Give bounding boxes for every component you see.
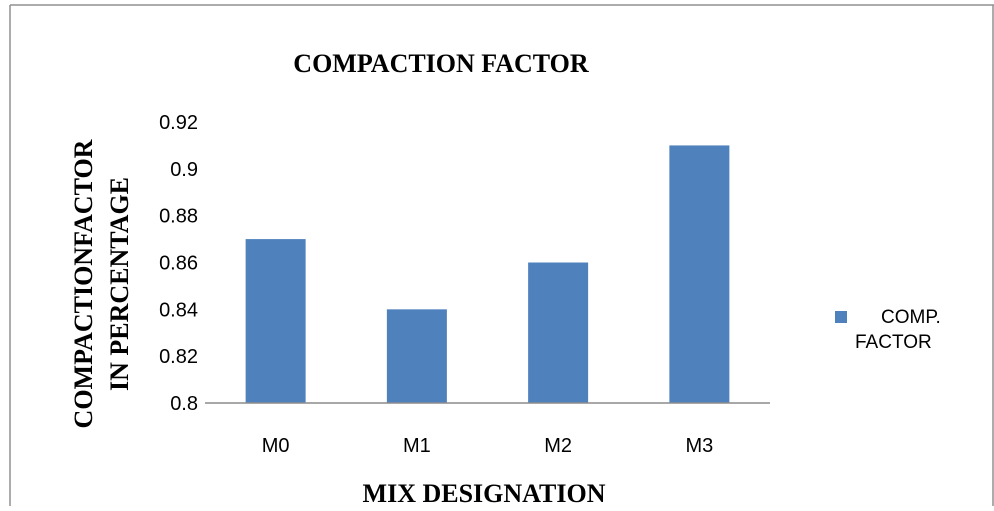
x-tick-label: M1 <box>403 435 431 457</box>
y-tick-label: 0.88 <box>159 206 198 228</box>
x-tick-label: M2 <box>544 435 572 457</box>
y-tick-label: 0.8 <box>170 393 198 415</box>
legend: COMP. FACTOR <box>835 307 941 353</box>
bar-m2 <box>528 262 589 403</box>
x-tick-label: M3 <box>685 435 713 457</box>
y-tick-label: 0.92 <box>159 112 198 134</box>
y-tick-label: 0.82 <box>159 346 198 368</box>
bar-m1 <box>386 309 447 403</box>
legend-swatch <box>835 311 847 323</box>
x-axis-ticks: M0 M1 M2 M3 <box>262 435 714 457</box>
chart-title: COMPACTION FACTOR <box>293 49 589 78</box>
bar-m3 <box>669 145 730 403</box>
bars-group <box>245 145 730 403</box>
y-tick-label: 0.86 <box>159 253 198 275</box>
y-tick-label: 0.84 <box>159 299 198 321</box>
bar-m0 <box>245 239 306 403</box>
y-axis-title-line-1: COMPACTIONFACTOR <box>69 139 98 428</box>
y-axis-ticks: 0.8 0.82 0.84 0.86 0.88 0.9 0.92 <box>159 112 198 415</box>
x-tick-label: M0 <box>262 435 290 457</box>
y-axis-title-line-2: IN PERCENTAGE <box>105 177 134 391</box>
x-axis-title: MIX DESIGNATION <box>363 479 606 506</box>
legend-label-line-2: FACTOR <box>855 332 932 353</box>
y-tick-label: 0.9 <box>170 159 198 181</box>
legend-label-line-1: COMP. <box>881 307 941 328</box>
